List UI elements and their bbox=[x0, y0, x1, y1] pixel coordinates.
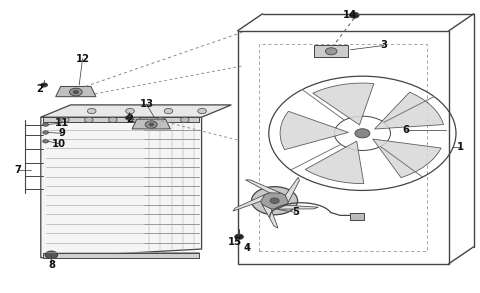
Text: 7: 7 bbox=[15, 165, 22, 175]
Text: 4: 4 bbox=[244, 243, 251, 253]
Circle shape bbox=[132, 117, 141, 122]
Circle shape bbox=[43, 131, 48, 134]
Circle shape bbox=[235, 234, 243, 239]
Polygon shape bbox=[233, 195, 265, 211]
Circle shape bbox=[198, 108, 206, 114]
Polygon shape bbox=[285, 177, 300, 202]
Polygon shape bbox=[245, 180, 281, 193]
Polygon shape bbox=[374, 92, 444, 129]
Text: 15: 15 bbox=[228, 237, 242, 247]
Text: 1: 1 bbox=[457, 142, 464, 151]
Circle shape bbox=[145, 121, 157, 128]
Circle shape bbox=[156, 117, 165, 122]
Text: 2: 2 bbox=[126, 114, 133, 124]
Polygon shape bbox=[56, 86, 96, 97]
Circle shape bbox=[164, 108, 173, 114]
Circle shape bbox=[355, 129, 370, 138]
Text: 11: 11 bbox=[54, 118, 69, 128]
Text: 8: 8 bbox=[48, 260, 55, 270]
Circle shape bbox=[349, 12, 359, 18]
Polygon shape bbox=[41, 117, 202, 258]
Text: 10: 10 bbox=[51, 139, 66, 149]
Polygon shape bbox=[262, 205, 278, 228]
Circle shape bbox=[108, 117, 117, 122]
Polygon shape bbox=[313, 83, 374, 125]
Polygon shape bbox=[280, 111, 348, 150]
Text: 6: 6 bbox=[402, 125, 409, 135]
Circle shape bbox=[270, 198, 279, 204]
Text: 2: 2 bbox=[36, 84, 43, 94]
Circle shape bbox=[125, 116, 132, 120]
Text: 3: 3 bbox=[381, 40, 387, 50]
Bar bbox=[43, 117, 199, 122]
Text: 9: 9 bbox=[58, 128, 65, 138]
Circle shape bbox=[43, 139, 48, 143]
Polygon shape bbox=[305, 141, 364, 184]
Text: 13: 13 bbox=[139, 99, 154, 109]
Circle shape bbox=[261, 192, 288, 209]
Circle shape bbox=[325, 48, 337, 55]
Circle shape bbox=[41, 83, 48, 87]
Circle shape bbox=[252, 187, 298, 215]
Circle shape bbox=[149, 123, 154, 126]
Circle shape bbox=[87, 108, 96, 114]
Circle shape bbox=[60, 117, 69, 122]
Polygon shape bbox=[314, 45, 348, 57]
Bar bbox=[350, 213, 364, 220]
Polygon shape bbox=[373, 139, 441, 178]
Polygon shape bbox=[41, 105, 231, 117]
Circle shape bbox=[73, 91, 78, 94]
Circle shape bbox=[84, 117, 93, 122]
Polygon shape bbox=[132, 119, 170, 129]
Bar bbox=[43, 253, 199, 258]
Text: 14: 14 bbox=[343, 10, 358, 20]
Circle shape bbox=[43, 123, 48, 126]
Circle shape bbox=[70, 88, 82, 96]
Polygon shape bbox=[276, 205, 318, 209]
Circle shape bbox=[126, 108, 134, 114]
Circle shape bbox=[180, 117, 189, 122]
Text: 12: 12 bbox=[75, 54, 90, 64]
Circle shape bbox=[45, 251, 58, 259]
Text: 5: 5 bbox=[292, 207, 299, 217]
